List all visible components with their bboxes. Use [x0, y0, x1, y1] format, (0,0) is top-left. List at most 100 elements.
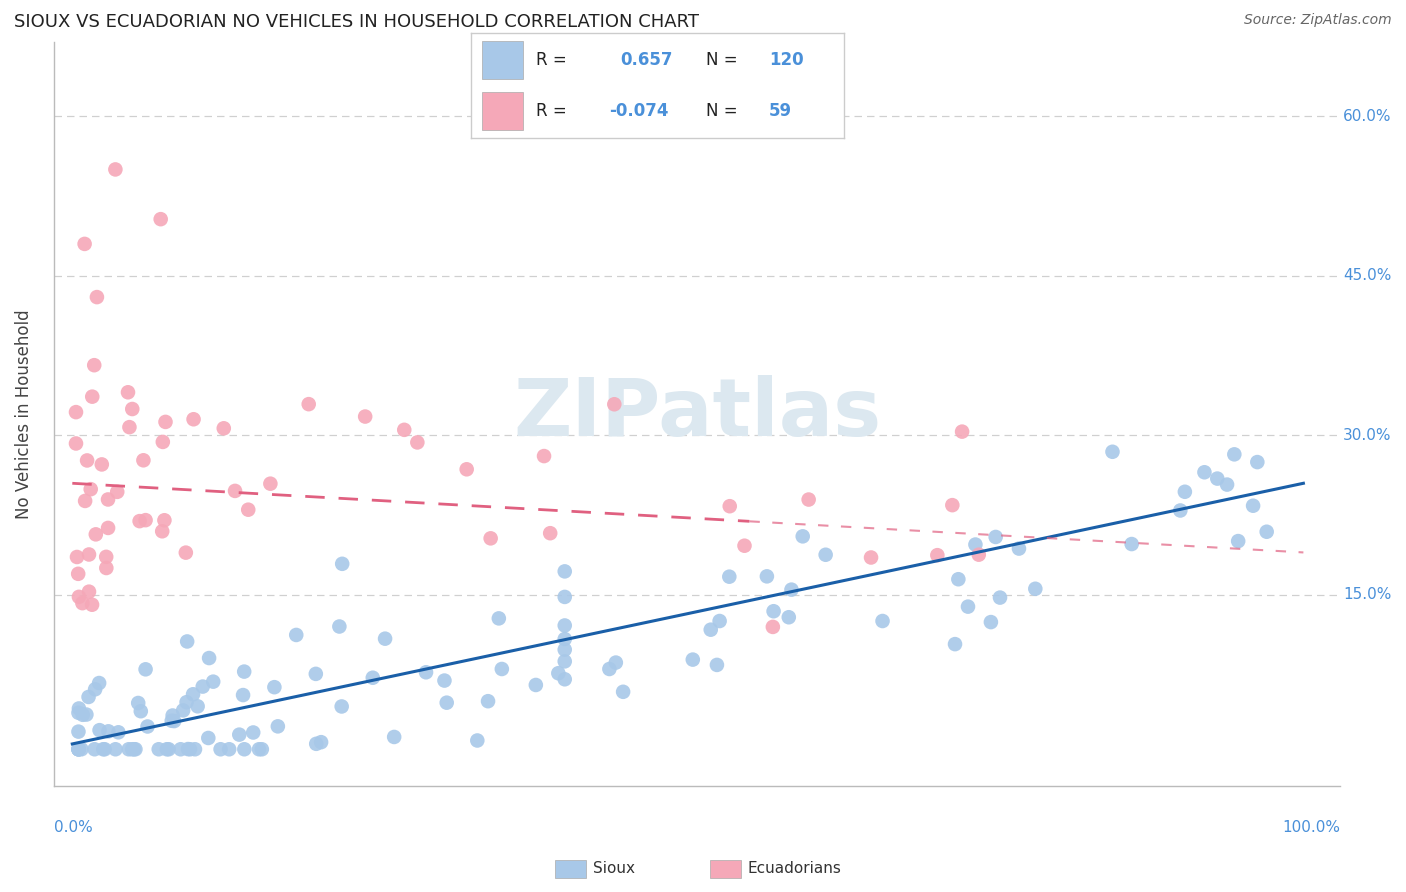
- Point: [456, 462, 478, 476]
- Point: [224, 483, 246, 498]
- Point: [150, 524, 173, 539]
- Point: [124, 742, 146, 756]
- Point: [67, 742, 90, 756]
- Point: [83, 742, 105, 756]
- Point: [967, 548, 990, 562]
- Point: [96, 561, 118, 575]
- Point: [382, 730, 405, 744]
- Point: [163, 714, 186, 728]
- Point: [136, 719, 159, 733]
- Point: [148, 742, 170, 756]
- Point: [554, 565, 576, 579]
- Point: [86, 290, 108, 304]
- Point: [160, 714, 183, 728]
- Point: [67, 742, 90, 756]
- Point: [129, 704, 152, 718]
- Point: [330, 699, 353, 714]
- Point: [374, 632, 396, 646]
- Point: [209, 742, 232, 756]
- Point: [948, 572, 970, 586]
- Point: [153, 513, 176, 527]
- Point: [152, 434, 174, 449]
- Point: [406, 435, 429, 450]
- Point: [238, 502, 260, 516]
- Point: [135, 513, 157, 527]
- Text: 120: 120: [769, 52, 804, 70]
- Text: R =: R =: [536, 102, 567, 120]
- Text: R =: R =: [536, 52, 567, 70]
- Point: [554, 642, 576, 657]
- Point: [127, 696, 149, 710]
- Point: [943, 637, 966, 651]
- Point: [183, 412, 205, 426]
- Point: [83, 358, 105, 372]
- Point: [267, 719, 290, 733]
- Point: [247, 742, 270, 756]
- Point: [1174, 484, 1197, 499]
- Point: [197, 731, 219, 745]
- Text: N =: N =: [706, 102, 737, 120]
- Point: [1206, 472, 1229, 486]
- Point: [554, 590, 576, 604]
- FancyBboxPatch shape: [482, 41, 523, 79]
- Text: 30.0%: 30.0%: [1343, 428, 1392, 443]
- Point: [554, 673, 576, 687]
- Point: [305, 737, 328, 751]
- Point: [792, 529, 814, 543]
- Point: [762, 604, 785, 618]
- Point: [415, 665, 437, 680]
- Point: [328, 619, 350, 633]
- Point: [394, 423, 416, 437]
- Point: [598, 662, 620, 676]
- Text: N =: N =: [706, 52, 737, 70]
- Point: [797, 492, 820, 507]
- Point: [169, 742, 191, 756]
- Point: [177, 742, 200, 756]
- Point: [682, 652, 704, 666]
- Point: [242, 725, 264, 739]
- Point: [436, 696, 458, 710]
- Text: -0.074: -0.074: [609, 102, 668, 120]
- Point: [66, 549, 89, 564]
- Point: [1121, 537, 1143, 551]
- Text: 0.657: 0.657: [620, 52, 672, 70]
- Point: [1223, 447, 1246, 461]
- Point: [603, 397, 626, 411]
- Point: [162, 708, 184, 723]
- Point: [90, 458, 112, 472]
- Point: [477, 694, 499, 708]
- Point: [128, 514, 150, 528]
- Point: [479, 532, 502, 546]
- Point: [718, 499, 741, 513]
- Point: [67, 724, 90, 739]
- Text: 0.0%: 0.0%: [53, 820, 93, 835]
- Point: [488, 611, 510, 625]
- Point: [72, 707, 94, 722]
- Point: [132, 453, 155, 467]
- Point: [709, 614, 731, 628]
- Point: [984, 530, 1007, 544]
- Point: [121, 742, 143, 756]
- Point: [75, 494, 97, 508]
- Point: [547, 666, 569, 681]
- Text: 60.0%: 60.0%: [1343, 109, 1392, 124]
- Point: [988, 591, 1011, 605]
- Text: Ecuadorians: Ecuadorians: [748, 862, 842, 876]
- Point: [780, 582, 803, 597]
- Point: [700, 623, 723, 637]
- Point: [67, 566, 90, 581]
- Point: [77, 548, 100, 562]
- Point: [305, 666, 328, 681]
- Point: [285, 628, 308, 642]
- Point: [84, 682, 107, 697]
- Point: [107, 725, 129, 739]
- Point: [554, 632, 576, 646]
- Point: [250, 742, 273, 756]
- Point: [309, 735, 332, 749]
- Point: [259, 476, 281, 491]
- Point: [1008, 541, 1031, 556]
- Point: [554, 654, 576, 668]
- Point: [1246, 455, 1268, 469]
- Point: [762, 620, 785, 634]
- Point: [97, 724, 120, 739]
